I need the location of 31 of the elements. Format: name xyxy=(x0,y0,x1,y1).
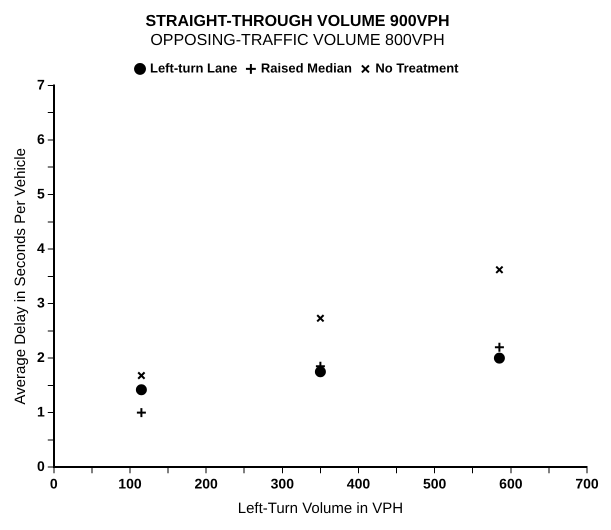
x-tick-label: 500 xyxy=(422,475,447,492)
x-tick-label: 400 xyxy=(346,475,370,492)
x-tick-label: 200 xyxy=(194,475,218,492)
x-tick-label: 600 xyxy=(499,475,523,492)
legend-label: Left-turn Lane xyxy=(150,60,238,76)
x-tick-label: 0 xyxy=(50,475,58,492)
legend-label: No Treatment xyxy=(375,60,460,76)
y-tick-label: 0 xyxy=(36,458,45,474)
legend-label: Raised Median xyxy=(260,60,352,76)
y-tick-label: 3 xyxy=(36,294,45,310)
point xyxy=(316,314,325,322)
y-tick-label: 5 xyxy=(36,185,45,202)
point xyxy=(314,366,326,378)
x-tick-label: 700 xyxy=(575,475,599,492)
y-tick-label: 1 xyxy=(36,404,45,420)
point xyxy=(137,371,146,380)
point xyxy=(494,342,505,353)
y-tick-label: 7 xyxy=(36,76,45,92)
y-axis-title: Average Delay in Seconds Per Vehicle xyxy=(12,148,30,405)
point xyxy=(136,384,147,396)
point xyxy=(494,352,505,364)
x-axis-title: Left-Turn Volume in VPH xyxy=(238,500,404,518)
chart-title: STRAIGHT-THROUGH VOLUME 900VPH xyxy=(145,13,450,30)
x-tick-label: 100 xyxy=(118,475,142,492)
y-tick-label: 4 xyxy=(36,240,45,256)
y-tick-label: 6 xyxy=(36,130,45,147)
point xyxy=(136,407,147,418)
chart-subtitle: OPPOSING-TRAFFIC VOLUME 800VPH xyxy=(150,32,445,50)
point xyxy=(495,266,504,274)
y-tick-label: 2 xyxy=(36,348,45,365)
x-tick-label: 300 xyxy=(270,475,294,492)
